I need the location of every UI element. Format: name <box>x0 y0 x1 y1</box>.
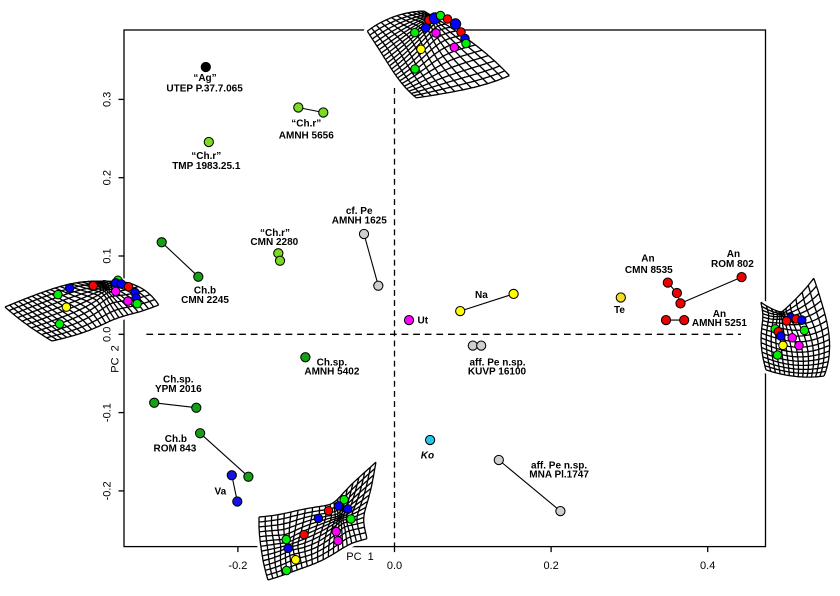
svg-text:KUVP 16100: KUVP 16100 <box>468 367 527 378</box>
svg-text:Ut: Ut <box>418 316 429 327</box>
svg-text:0.0: 0.0 <box>387 560 402 572</box>
svg-text:“Ch.r”: “Ch.r” <box>191 151 221 162</box>
svg-text:Na: Na <box>475 290 488 301</box>
svg-text:PC 1: PC 1 <box>346 551 374 563</box>
svg-text:ROM 843: ROM 843 <box>154 443 197 454</box>
svg-text:ROM 802: ROM 802 <box>711 259 754 270</box>
svg-text:Va: Va <box>215 486 227 497</box>
svg-text:PC 2: PC 2 <box>110 345 122 373</box>
svg-text:An: An <box>641 254 654 265</box>
svg-text:aff. Pe n.sp.: aff. Pe n.sp. <box>469 357 525 368</box>
svg-text:aff. Pe n.sp.: aff. Pe n.sp. <box>531 460 587 471</box>
svg-text:-0.2: -0.2 <box>228 560 247 572</box>
svg-text:0.1: 0.1 <box>102 248 114 263</box>
svg-text:Ko: Ko <box>421 451 434 462</box>
svg-text:Ch.b: Ch.b <box>194 286 216 297</box>
svg-text:An: An <box>713 309 726 320</box>
svg-text:AMNH 5402: AMNH 5402 <box>304 367 359 378</box>
svg-text:Ch.b: Ch.b <box>165 434 187 445</box>
svg-text:AMNH 5251: AMNH 5251 <box>692 318 747 329</box>
svg-text:AMNH 5656: AMNH 5656 <box>279 130 334 141</box>
svg-text:-0.1: -0.1 <box>102 403 114 422</box>
svg-text:UTEP P.37.7.065: UTEP P.37.7.065 <box>166 83 243 94</box>
svg-text:Ch.sp.: Ch.sp. <box>317 357 348 368</box>
svg-text:-0.2: -0.2 <box>102 481 114 500</box>
svg-text:CMN 2245: CMN 2245 <box>181 295 229 306</box>
svg-text:cf. Pe: cf. Pe <box>346 206 373 217</box>
svg-text:0.3: 0.3 <box>102 92 114 107</box>
svg-text:An: An <box>727 249 740 260</box>
svg-text:CMN 8535: CMN 8535 <box>625 265 673 276</box>
svg-text:0.2: 0.2 <box>102 170 114 185</box>
svg-text:0.4: 0.4 <box>700 560 715 572</box>
svg-text:Ch.sp.: Ch.sp. <box>163 374 194 385</box>
svg-text:MNA Pl.1747: MNA Pl.1747 <box>529 470 589 481</box>
svg-text:AMNH 1625: AMNH 1625 <box>332 216 387 227</box>
svg-text:YPM 2016: YPM 2016 <box>155 384 202 395</box>
svg-text:“Ch.r”: “Ch.r” <box>260 228 290 239</box>
svg-text:Te: Te <box>614 305 625 316</box>
svg-text:TMP 1983.25.1: TMP 1983.25.1 <box>172 161 241 172</box>
svg-text:0.2: 0.2 <box>543 560 558 572</box>
svg-text:0.0: 0.0 <box>102 327 114 342</box>
svg-text:CMN 2280: CMN 2280 <box>250 237 298 248</box>
svg-text:“Ag”: “Ag” <box>193 73 216 84</box>
svg-text:“Ch.r”: “Ch.r” <box>291 118 321 129</box>
